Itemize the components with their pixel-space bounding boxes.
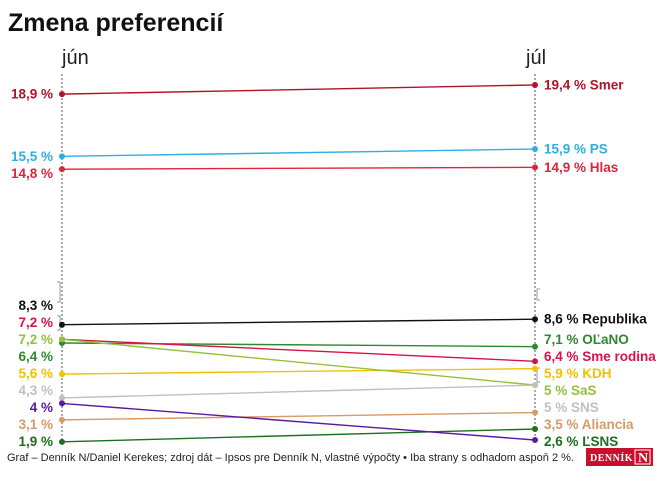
label-start-ps: 15,5 % [11,149,53,164]
point-end-kdh [532,365,538,372]
point-end-sme-rodina [532,358,538,365]
label-brackets [57,281,540,383]
left-bracket-upper [57,281,61,303]
series-line-kdh [61,367,536,375]
series-line-demokrati [61,402,536,441]
series-line-sns [61,384,536,399]
series-line-sme-rodina [61,338,536,363]
logo-background [586,448,653,466]
label-start-smer: 18,9 % [11,87,53,102]
label-end-ps: 15,9 % PS [544,142,608,157]
label-end-sns: 5 % SNS [544,400,599,415]
logo-text: DENNÍK [590,452,633,464]
point-start-republika [59,321,65,328]
point-start-hlas [59,166,65,173]
point-end-aliancia [532,409,538,416]
label-end-aliancia: 3,5 % Aliancia [544,417,634,432]
point-end-demokrati [532,437,538,443]
point-end-hlas [532,164,538,171]
point-end-ps [532,146,538,153]
logo-mark: N [638,451,648,466]
label-start-demokrati: 4 % [30,400,53,415]
series-line-smer [61,84,536,95]
label-end-kdh: 5,9 % KDH [544,366,612,381]
period-label-start: jún [61,47,89,69]
label-start-sns: 4,3 % [18,383,53,398]
point-end-republika [532,316,538,323]
label-start-sas: 7,2 % [18,332,53,347]
right-bracket-upper [536,288,540,301]
label-start-hlas: 14,8 % [11,166,53,181]
point-start-sas [59,336,65,343]
series-dots [59,81,538,445]
footer-source: Graf – Denník N/Daniel Kerekes; zdroj dá… [7,452,574,464]
label-start-olano: 6,4 % [18,349,53,364]
label-start-kdh: 5,6 % [18,366,53,381]
label-end-republika: 8,6 % Republika [544,312,647,327]
series-line-sas [61,338,536,386]
point-start-ps [59,153,65,160]
series-line-republika [61,318,536,326]
label-end-olano: 7,1 % OĽaNO [544,332,629,347]
point-end-sns [532,382,538,389]
label-start-republika: 8,3 % [18,298,53,313]
series-lines [61,84,536,443]
series-line-lsns [61,428,536,443]
publisher-logo: DENNÍK N [586,448,653,466]
series-line-hlas [61,166,536,170]
point-start-lsns [59,438,65,445]
series-line-aliancia [61,411,536,421]
point-start-sns [59,394,65,401]
point-start-demokrati [59,400,65,407]
series-line-ps [61,148,536,158]
label-start-aliancia: 3,1 % [18,417,53,432]
point-end-olano [532,343,538,350]
point-start-smer [59,91,65,98]
label-start-sme-rodina: 7,2 % [18,315,53,330]
right-labels: 19,4 % Smer 15,9 % PS 14,9 % Hlas 8,6 % Rep… [544,78,656,450]
point-start-aliancia [59,416,65,423]
label-end-hlas: 14,9 % Hlas [544,160,618,175]
label-end-sme-rodina: 6,4 % Sme rodina [544,349,656,364]
period-label-end: júl [525,47,546,69]
label-end-smer: 19,4 % Smer [544,78,624,93]
label-end-sas: 5 % SaS [544,383,597,398]
chart-title: Zmena preferencií [8,9,224,37]
label-start-lsns: 1,9 % [18,434,53,449]
logo-mark-frame [634,449,651,465]
point-end-smer [532,81,538,88]
point-start-kdh [59,371,65,378]
right-bracket-lower [536,367,540,383]
point-end-lsns [532,426,538,433]
left-labels: 18,9 % 15,5 % 14,8 % 8,3 % 6,4 % 7,2 % 5,6 % 7,… [11,87,53,449]
label-end-lsns: 2,6 % ĽSNS [544,434,618,449]
